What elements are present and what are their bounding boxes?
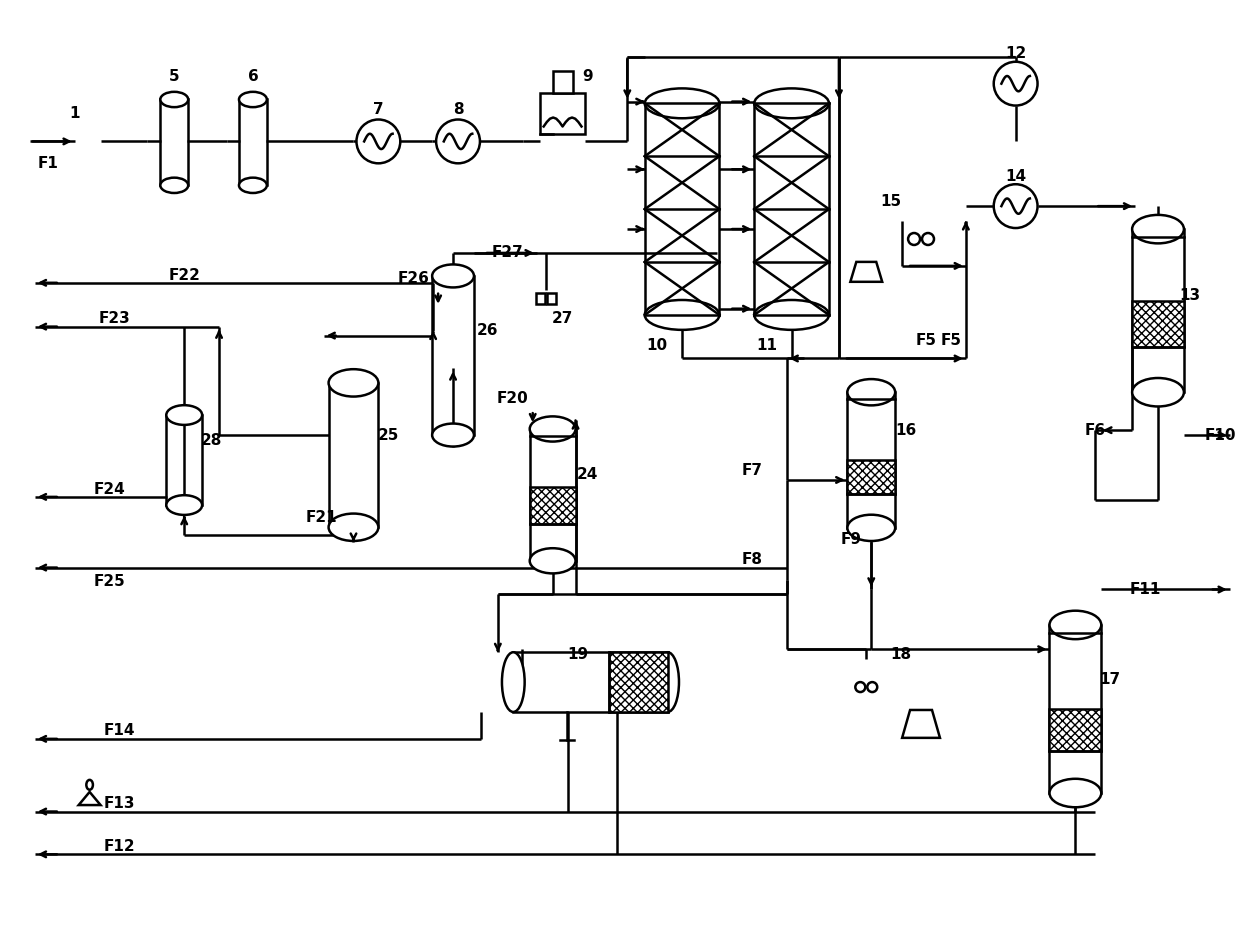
Bar <box>609 652 667 712</box>
Circle shape <box>867 682 877 692</box>
Text: 1: 1 <box>69 106 79 121</box>
Circle shape <box>908 233 920 245</box>
Bar <box>1049 709 1101 751</box>
Text: 28: 28 <box>201 433 222 448</box>
Text: 10: 10 <box>646 338 668 353</box>
Ellipse shape <box>160 178 188 193</box>
Text: F26: F26 <box>397 271 429 286</box>
Bar <box>529 429 575 561</box>
Ellipse shape <box>239 92 267 107</box>
Circle shape <box>856 682 866 692</box>
Text: 13: 13 <box>1179 288 1200 303</box>
Bar <box>1049 625 1101 793</box>
Bar <box>513 652 667 712</box>
Bar <box>754 104 830 315</box>
Bar <box>645 104 719 315</box>
Text: 17: 17 <box>1100 672 1121 687</box>
Ellipse shape <box>166 495 202 515</box>
Ellipse shape <box>329 369 378 396</box>
Ellipse shape <box>433 423 474 447</box>
Ellipse shape <box>1049 611 1101 639</box>
Text: F10: F10 <box>1205 427 1236 442</box>
Text: F23: F23 <box>99 311 130 327</box>
Ellipse shape <box>645 300 719 330</box>
Text: 18: 18 <box>890 646 911 662</box>
Ellipse shape <box>87 780 93 789</box>
Ellipse shape <box>1049 779 1101 807</box>
Text: F8: F8 <box>742 552 763 567</box>
Text: 14: 14 <box>1006 168 1027 183</box>
Text: 27: 27 <box>552 311 573 327</box>
Ellipse shape <box>656 652 680 712</box>
Text: 7: 7 <box>373 102 383 117</box>
Bar <box>536 294 544 304</box>
Text: 25: 25 <box>378 427 399 442</box>
Ellipse shape <box>160 92 188 107</box>
Ellipse shape <box>847 379 895 406</box>
Text: F20: F20 <box>497 391 528 406</box>
Text: F12: F12 <box>104 838 135 853</box>
Ellipse shape <box>502 652 525 712</box>
Ellipse shape <box>645 88 719 119</box>
Circle shape <box>993 184 1038 228</box>
Bar <box>433 276 474 435</box>
Text: F27: F27 <box>492 246 523 261</box>
Circle shape <box>436 120 480 164</box>
Text: F25: F25 <box>94 574 125 589</box>
Polygon shape <box>78 792 100 805</box>
Text: 9: 9 <box>582 70 593 84</box>
Circle shape <box>993 62 1038 105</box>
Bar <box>547 294 556 304</box>
Bar <box>539 92 585 135</box>
Bar <box>847 392 895 528</box>
Text: 19: 19 <box>567 646 588 662</box>
Ellipse shape <box>329 514 378 541</box>
Text: 8: 8 <box>453 102 464 117</box>
Bar <box>553 71 573 92</box>
Bar <box>166 415 202 505</box>
Text: F11: F11 <box>1130 582 1161 597</box>
Ellipse shape <box>529 549 575 573</box>
Text: F21: F21 <box>306 510 337 525</box>
Text: F6: F6 <box>1085 423 1106 438</box>
Bar <box>529 487 575 524</box>
Bar <box>239 100 267 185</box>
Ellipse shape <box>754 300 830 330</box>
Text: F9: F9 <box>841 533 862 548</box>
Text: 5: 5 <box>169 70 180 84</box>
Ellipse shape <box>166 406 202 425</box>
Text: F7: F7 <box>742 463 763 477</box>
Bar <box>1132 301 1184 346</box>
Text: 24: 24 <box>577 468 598 483</box>
Text: F5: F5 <box>915 333 936 348</box>
Text: F24: F24 <box>94 483 125 498</box>
Text: 16: 16 <box>895 423 916 438</box>
Circle shape <box>923 233 934 245</box>
Bar <box>847 460 895 494</box>
Text: 12: 12 <box>1004 46 1027 61</box>
Polygon shape <box>851 262 882 281</box>
Ellipse shape <box>433 264 474 287</box>
Polygon shape <box>903 710 940 738</box>
Bar <box>160 100 188 185</box>
Text: 15: 15 <box>880 194 901 209</box>
Ellipse shape <box>1132 378 1184 407</box>
Text: F1: F1 <box>37 156 58 171</box>
Text: F22: F22 <box>169 268 200 283</box>
Text: 11: 11 <box>756 338 777 353</box>
Ellipse shape <box>239 178 267 193</box>
Text: F5: F5 <box>940 333 961 348</box>
Text: 6: 6 <box>248 70 258 84</box>
Ellipse shape <box>847 515 895 541</box>
Bar <box>329 383 378 527</box>
Text: F13: F13 <box>104 796 135 811</box>
Ellipse shape <box>529 416 575 441</box>
Circle shape <box>356 120 401 164</box>
Ellipse shape <box>1132 215 1184 244</box>
Ellipse shape <box>754 88 830 119</box>
Bar <box>1132 230 1184 392</box>
Text: 26: 26 <box>477 323 498 338</box>
Text: F14: F14 <box>104 724 135 739</box>
